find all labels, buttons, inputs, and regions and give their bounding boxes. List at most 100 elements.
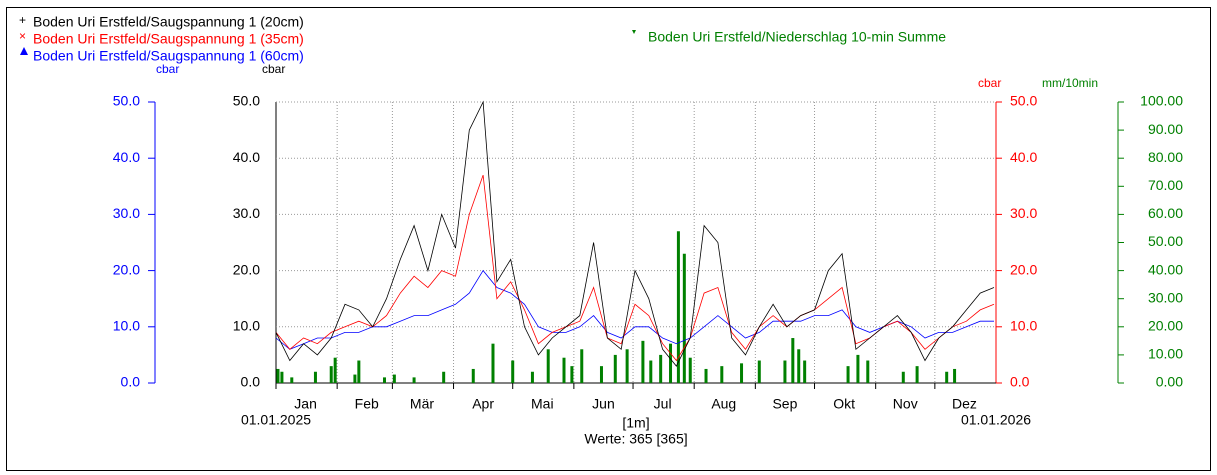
x-tick-label: Dez bbox=[952, 396, 977, 412]
bar bbox=[599, 366, 603, 383]
y-tick-label: 40.0 bbox=[113, 149, 140, 165]
y-tick-label: 0.0 bbox=[241, 374, 261, 390]
bar bbox=[471, 368, 475, 383]
bar bbox=[412, 377, 416, 383]
y-tick-label: 30.0 bbox=[233, 205, 260, 221]
x-start-label: 01.01.2025 bbox=[241, 412, 311, 428]
bar bbox=[392, 374, 396, 383]
y-tick-label: 50.0 bbox=[233, 93, 260, 109]
x-tick-label: Jun bbox=[592, 396, 615, 412]
bar bbox=[580, 349, 584, 383]
x-end-label: 01.01.2026 bbox=[961, 412, 1031, 428]
x-tick-label: Sep bbox=[772, 396, 797, 412]
bar bbox=[783, 360, 787, 383]
y-tick-label: 40.0 bbox=[1010, 149, 1037, 165]
frame bbox=[6, 7, 1211, 471]
legend-entry: Boden Uri Erstfeld/Saugspannung 1 (35cm) bbox=[33, 31, 304, 47]
y2-tick-label: 70.00 bbox=[1148, 177, 1183, 193]
line bbox=[275, 100, 995, 367]
y2-tick-label: 80.00 bbox=[1148, 149, 1183, 165]
bar bbox=[669, 343, 673, 383]
bar bbox=[953, 368, 957, 383]
y2-tick-label: 50.00 bbox=[1148, 233, 1183, 249]
bar bbox=[353, 374, 357, 383]
bar bbox=[382, 377, 386, 383]
bar bbox=[530, 371, 534, 383]
bar bbox=[313, 371, 317, 383]
x-tick-label: Mai bbox=[531, 396, 554, 412]
x-tick-label: Aug bbox=[711, 396, 736, 412]
bar bbox=[688, 357, 692, 383]
bar bbox=[704, 368, 708, 383]
bar bbox=[333, 357, 337, 383]
y2-tick-label: 10.00 bbox=[1148, 346, 1183, 362]
bar bbox=[915, 366, 919, 383]
bar bbox=[866, 360, 870, 383]
y-tick-label: 20.0 bbox=[113, 261, 140, 277]
y-tick-label: 40.0 bbox=[233, 149, 260, 165]
y-tick-label: 0.0 bbox=[1010, 374, 1030, 390]
bar bbox=[856, 354, 860, 383]
bar bbox=[625, 349, 629, 383]
x-unit-label: [1m] bbox=[622, 415, 649, 431]
bar bbox=[562, 357, 566, 383]
bar bbox=[641, 340, 645, 383]
footer: Werte: 365 [365] bbox=[584, 431, 687, 447]
bar bbox=[613, 354, 617, 383]
bar bbox=[290, 377, 294, 383]
bar bbox=[511, 360, 515, 383]
y-tick-label: 50.0 bbox=[1010, 93, 1037, 109]
bar bbox=[546, 349, 550, 383]
legend-marker: × bbox=[19, 29, 26, 43]
y-tick-label: 50.0 bbox=[113, 93, 140, 109]
bar bbox=[357, 360, 361, 383]
y-tick-label: 10.0 bbox=[233, 318, 260, 334]
x-tick-label: Mär bbox=[410, 396, 434, 412]
x-tick-label: Jul bbox=[654, 396, 672, 412]
y2-tick-label: 40.00 bbox=[1148, 261, 1183, 277]
y-tick-label: 0.0 bbox=[121, 374, 141, 390]
y2-tick-label: 0.00 bbox=[1156, 374, 1183, 390]
legend-entry: Boden Uri Erstfeld/Saugspannung 1 (60cm) bbox=[33, 48, 304, 64]
bar bbox=[280, 371, 284, 383]
bar bbox=[329, 366, 333, 383]
bar bbox=[276, 368, 280, 383]
y-tick-label: 30.0 bbox=[1010, 205, 1037, 221]
x-tick-label: Jan bbox=[294, 396, 317, 412]
x-tick-label: Feb bbox=[355, 396, 379, 412]
legend-marker bbox=[632, 30, 636, 34]
y2-tick-label: 30.00 bbox=[1148, 289, 1183, 305]
bar bbox=[491, 343, 495, 383]
y-tick-label: 10.0 bbox=[1010, 318, 1037, 334]
y2-tick-label: 90.00 bbox=[1148, 121, 1183, 137]
legend-entry: Boden Uri Erstfeld/Saugspannung 1 (20cm) bbox=[33, 14, 304, 30]
legend-marker bbox=[20, 47, 28, 55]
x-tick-label: Nov bbox=[893, 396, 918, 412]
line bbox=[275, 174, 995, 362]
bar bbox=[901, 371, 905, 383]
bar bbox=[570, 366, 574, 383]
x-tick-label: Okt bbox=[833, 396, 855, 412]
axis-unit: cbar bbox=[156, 62, 179, 76]
bar bbox=[682, 253, 686, 383]
bar bbox=[720, 366, 724, 383]
legend-marker: + bbox=[19, 13, 26, 27]
x-tick-label: Apr bbox=[472, 396, 494, 412]
bar bbox=[676, 231, 680, 383]
bar bbox=[803, 360, 807, 383]
bar bbox=[740, 363, 744, 383]
y2-tick-label: 100.00 bbox=[1140, 93, 1183, 109]
y2-tick-label: 20.00 bbox=[1148, 318, 1183, 334]
bar bbox=[846, 366, 850, 383]
axis-unit: cbar bbox=[978, 76, 1001, 90]
legend-entry: Boden Uri Erstfeld/Niederschlag 10-min S… bbox=[648, 29, 946, 45]
bar bbox=[791, 338, 795, 383]
bar bbox=[659, 354, 663, 383]
bar bbox=[945, 371, 949, 383]
y-tick-label: 20.0 bbox=[233, 261, 260, 277]
y2-tick-label: 60.00 bbox=[1148, 205, 1183, 221]
axis-unit: mm/10min bbox=[1042, 76, 1098, 90]
y-tick-label: 10.0 bbox=[113, 318, 140, 334]
bar bbox=[757, 360, 761, 383]
